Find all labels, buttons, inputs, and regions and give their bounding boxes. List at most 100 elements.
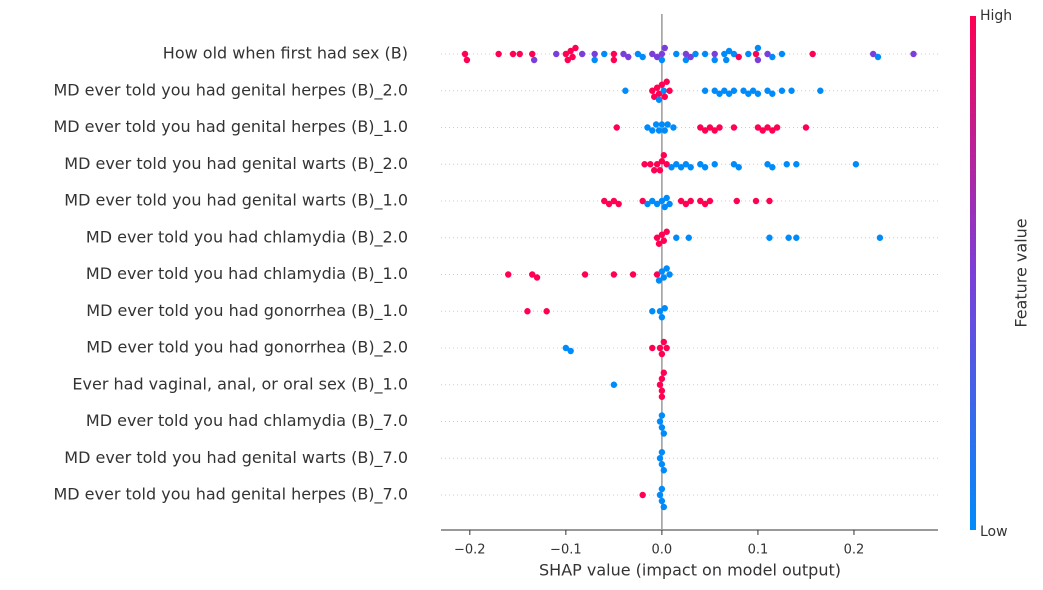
shap-dot bbox=[721, 87, 728, 94]
shap-dot bbox=[687, 53, 694, 61]
shap-dot bbox=[766, 197, 773, 205]
shap-dot bbox=[655, 127, 663, 134]
shap-dot bbox=[656, 418, 664, 425]
shap-dot bbox=[634, 50, 642, 58]
shap-dot bbox=[567, 347, 574, 355]
shap-dot bbox=[910, 50, 917, 58]
feature-label: MD ever told you had genital herpes (B)_… bbox=[53, 117, 408, 137]
shap-dot bbox=[658, 375, 666, 382]
shap-dot bbox=[564, 56, 571, 64]
shap-dot bbox=[701, 87, 709, 94]
shap-dot bbox=[677, 164, 685, 171]
shap-dot bbox=[605, 200, 613, 208]
shap-dot bbox=[735, 164, 742, 171]
shap-dot bbox=[723, 56, 730, 64]
shap-dot bbox=[721, 50, 728, 58]
shap-dot bbox=[778, 50, 786, 58]
shap-dot bbox=[656, 167, 664, 174]
shap-dot bbox=[661, 305, 668, 312]
shap-dot bbox=[615, 200, 622, 208]
shap-dot bbox=[783, 161, 790, 168]
shap-dot bbox=[745, 50, 752, 58]
shap-dot bbox=[660, 369, 668, 376]
shap-dot bbox=[809, 50, 816, 58]
colorbar-label: Feature value bbox=[1012, 218, 1031, 327]
shap-dot bbox=[687, 164, 694, 171]
feature-label: MD ever told you had genital warts (B)_2… bbox=[64, 154, 408, 174]
shap-dot bbox=[655, 240, 663, 247]
shap-dot bbox=[769, 127, 776, 134]
shap-dot bbox=[660, 274, 668, 281]
shap-dot bbox=[495, 50, 502, 58]
shap-dot bbox=[701, 50, 709, 58]
shap-dot bbox=[685, 234, 692, 241]
shap-dot bbox=[610, 271, 618, 278]
shap-dot bbox=[663, 161, 670, 168]
shap-dot bbox=[766, 234, 773, 241]
shap-dot bbox=[668, 164, 675, 171]
shap-dot bbox=[649, 308, 656, 315]
shap-dot bbox=[658, 197, 666, 205]
shap-dot bbox=[591, 50, 598, 58]
shap-dot bbox=[516, 50, 523, 58]
shap-dot bbox=[625, 53, 632, 61]
shap-dot bbox=[591, 56, 598, 64]
shap-dot bbox=[785, 234, 792, 241]
shap-dot bbox=[788, 87, 795, 94]
shap-dot bbox=[660, 430, 668, 437]
shap-dot bbox=[673, 234, 680, 241]
feature-label: MD ever told you had gonorrhea (B)_2.0 bbox=[86, 338, 408, 358]
feature-label: MD ever told you had chlamydia (B)_2.0 bbox=[86, 227, 408, 247]
shap-dot bbox=[661, 203, 668, 211]
shap-dot bbox=[658, 485, 666, 493]
shap-dot bbox=[663, 78, 670, 85]
x-tick-label: −0.1 bbox=[550, 543, 582, 558]
shap-dot bbox=[759, 127, 766, 134]
shap-dot bbox=[711, 127, 718, 134]
shap-dot bbox=[639, 197, 646, 205]
shap-dot bbox=[543, 308, 550, 315]
shap-dot bbox=[664, 121, 671, 128]
shap-dot bbox=[660, 503, 668, 511]
shap-dot bbox=[682, 200, 690, 208]
shap-dot bbox=[682, 50, 690, 58]
shap-dot bbox=[655, 277, 663, 284]
shap-dot bbox=[749, 87, 757, 94]
shap-dot bbox=[716, 124, 723, 131]
feature-label: How old when first had sex (B) bbox=[163, 44, 408, 63]
colorbar-high: High bbox=[980, 8, 1012, 24]
shap-dot bbox=[752, 50, 760, 58]
shap-dot bbox=[601, 197, 608, 205]
shap-dot bbox=[711, 87, 718, 94]
x-axis-label: SHAP value (impact on model output) bbox=[539, 561, 841, 580]
shap-dot bbox=[730, 87, 738, 94]
shap-dot bbox=[660, 87, 668, 94]
shap-dot bbox=[610, 50, 618, 58]
shap-dot bbox=[740, 87, 747, 94]
shap-dot bbox=[754, 124, 762, 131]
shap-dot bbox=[656, 491, 664, 499]
shap-dot bbox=[610, 56, 618, 64]
shap-dot bbox=[509, 50, 517, 58]
shap-dot bbox=[622, 87, 629, 94]
shap-dot bbox=[653, 84, 661, 91]
shap-dot bbox=[651, 93, 658, 100]
shap-dot bbox=[660, 152, 668, 159]
shap-dot bbox=[581, 271, 589, 278]
shap-dot bbox=[660, 467, 668, 474]
shap-dot bbox=[658, 350, 666, 358]
shap-dot bbox=[639, 53, 646, 61]
shap-dot bbox=[529, 271, 536, 278]
shap-dot bbox=[533, 274, 541, 281]
shap-dot bbox=[649, 344, 656, 352]
feature-label: MD ever told you had genital herpes (B)_… bbox=[53, 80, 408, 100]
shap-dot bbox=[567, 47, 574, 55]
shap-dot bbox=[562, 344, 570, 352]
shap-dot bbox=[601, 50, 608, 58]
shap-dot bbox=[658, 424, 666, 431]
shap-dot bbox=[663, 344, 670, 352]
shap-dot bbox=[666, 271, 673, 278]
shap-dot bbox=[658, 449, 666, 456]
shap-dot bbox=[764, 124, 771, 131]
shap-dot bbox=[653, 271, 661, 278]
